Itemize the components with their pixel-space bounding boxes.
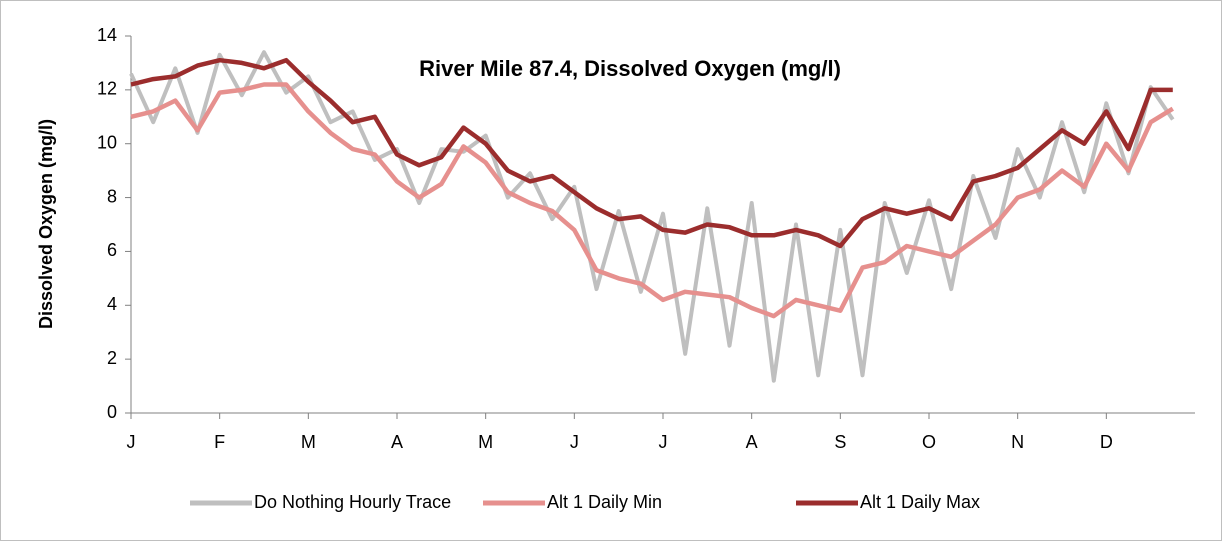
x-tick-label: J [127, 432, 136, 452]
x-tick-label: S [834, 432, 846, 452]
x-tick-label: J [570, 432, 579, 452]
series-line [130, 57, 1173, 249]
x-tick-label: O [922, 432, 936, 452]
x-tick-label: N [1011, 432, 1024, 452]
x-tick-label: A [391, 432, 403, 452]
legend-label: Do Nothing Hourly Trace [254, 492, 451, 512]
x-tick-label: F [214, 432, 225, 452]
y-tick-label: 12 [97, 79, 117, 99]
legend-label: Alt 1 Daily Min [547, 492, 662, 512]
x-tick-label: M [478, 432, 493, 452]
y-tick-label: 14 [97, 25, 117, 45]
y-tick-label: 6 [107, 240, 117, 260]
y-axis-label: Dissolved Oxygen (mg/l) [36, 119, 56, 329]
y-tick-label: 10 [97, 132, 117, 152]
x-tick-label: J [659, 432, 668, 452]
series-line [130, 82, 1174, 319]
x-tick-label: M [301, 432, 316, 452]
y-tick-label: 2 [107, 348, 117, 368]
y-tick-label: 0 [107, 402, 117, 422]
x-tick-label: D [1100, 432, 1113, 452]
y-tick-label: 8 [107, 186, 117, 206]
chart-title: River Mile 87.4, Dissolved Oxygen (mg/l) [419, 56, 841, 81]
y-tick-label: 4 [107, 294, 117, 314]
legend-label: Alt 1 Daily Max [860, 492, 980, 512]
x-tick-label: A [746, 432, 758, 452]
